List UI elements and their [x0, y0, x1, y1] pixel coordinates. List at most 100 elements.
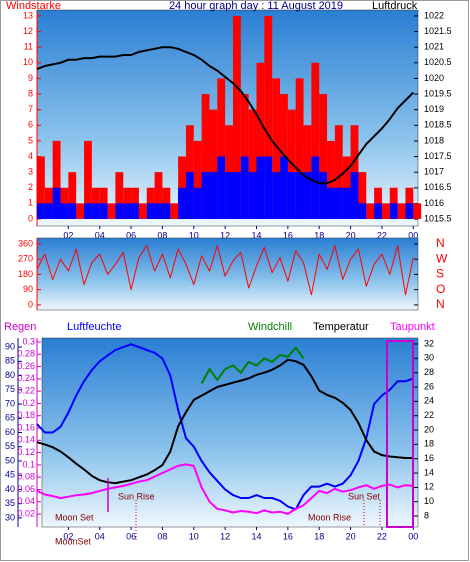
wind-bar	[84, 140, 92, 219]
x-tick-label: 04	[95, 531, 105, 541]
wind-bar	[225, 172, 233, 219]
wind-bar	[397, 203, 406, 219]
x-tick-label: 10	[189, 230, 199, 240]
x-tick-label: 18	[314, 230, 324, 240]
wind-bar	[170, 203, 179, 219]
wind-bar	[37, 156, 45, 219]
wind-bar	[272, 172, 281, 219]
series-line	[36, 463, 414, 515]
wind-bar	[256, 62, 265, 219]
y2-tick-label: 20	[424, 424, 434, 434]
y2-tick-label: 1016.5	[424, 182, 452, 192]
y2-tick-label: 1021	[424, 42, 444, 52]
wind-bar	[217, 78, 226, 219]
wind-bar	[76, 203, 85, 219]
annotation: Moon Rise	[308, 512, 351, 522]
y-tick-label: 45	[5, 470, 15, 480]
y2-tick-label: N	[436, 297, 445, 311]
y-tick-label: 0	[28, 299, 33, 309]
y-tick-label: 3	[28, 166, 33, 176]
x-tick-label: 06	[126, 531, 136, 541]
y-tick-label: 5	[28, 135, 33, 145]
x-tick-label: 04	[95, 230, 105, 240]
y3-tick-label: 0.06	[17, 484, 35, 494]
y3-tick-label: 0.28	[17, 349, 35, 359]
x-tick-label: 12	[220, 531, 230, 541]
wind-bar	[303, 172, 312, 219]
wind-bar	[99, 203, 108, 219]
y2-tick-label: 8	[424, 510, 429, 520]
y2-tick-label: 1017	[424, 167, 444, 177]
x-tick-label: 16	[283, 531, 293, 541]
y2-tick-label: 28	[424, 367, 434, 377]
y-tick-label: 50	[5, 455, 15, 465]
y-tick-label: 70	[5, 398, 15, 408]
x-tick-label: 18	[314, 531, 324, 541]
y3-axis-title: Regen	[4, 321, 36, 333]
y2-axis-title: Luftdruck	[372, 0, 418, 12]
y-tick-label: 6	[28, 120, 33, 130]
wind-bar	[52, 187, 61, 219]
wind-bar	[342, 187, 351, 219]
y2-tick-label: 1020.5	[424, 57, 452, 67]
wind-bar	[60, 203, 69, 219]
wind-bar	[185, 172, 194, 219]
wind-bar	[91, 203, 100, 219]
y-tick-label: 180	[18, 269, 33, 279]
y-tick-label: 35	[5, 498, 15, 508]
wind-bar	[201, 172, 210, 219]
wind-bar	[334, 125, 343, 219]
y-tick-label: 65	[5, 413, 15, 423]
wind-bar	[146, 203, 155, 219]
wind-bar	[272, 78, 281, 219]
x-tick-label: 08	[157, 230, 167, 240]
wind-bar	[84, 203, 92, 219]
annotation: Moon Set	[55, 512, 94, 522]
wind-bar	[178, 187, 186, 219]
y2-tick-label: 16	[424, 453, 434, 463]
y-tick-label: 1	[28, 198, 33, 208]
y-tick-label: 90	[23, 284, 33, 294]
y2-tick-label: 1017.5	[424, 151, 452, 161]
y2-tick-label: 1018.5	[424, 120, 452, 130]
wind-bar	[68, 172, 77, 219]
wind-bar	[389, 203, 398, 219]
series-line	[36, 358, 414, 485]
wind-bar	[107, 203, 116, 219]
annotation: MoonSet	[55, 536, 92, 546]
wind-bar	[374, 203, 382, 219]
y-tick-label: 9	[28, 73, 33, 83]
y3-tick-label: 0.08	[17, 472, 35, 482]
chart-title: 24 hour graph day : 11 August 2019	[169, 0, 343, 12]
wind-bar	[405, 203, 414, 219]
x-tick-label: 16	[283, 230, 293, 240]
wind-bar	[201, 94, 210, 219]
x-tick-label: 12	[220, 230, 230, 240]
y-tick-label: 80	[5, 370, 15, 380]
y3-tick-label: 0.18	[17, 410, 35, 420]
wind-bar	[193, 140, 202, 219]
wind-bar	[413, 203, 422, 219]
series-line	[200, 346, 305, 384]
plots: 0123456789101112131015.510161016.5101710…	[5, 9, 452, 546]
wind-bar	[295, 78, 304, 219]
y2-tick-label: 12	[424, 482, 434, 492]
y2-tick-label: 1018	[424, 135, 444, 145]
wind-bar	[232, 172, 241, 219]
plot-background	[36, 237, 419, 311]
wind-bar	[334, 187, 343, 219]
y-tick-label: 30	[5, 512, 15, 522]
legend-label: Windchill	[248, 321, 292, 333]
wind-bar	[319, 172, 328, 219]
x-tick-label: 06	[126, 230, 136, 240]
y2-tick-label: 22	[424, 410, 434, 420]
y2-tick-label: 1016	[424, 198, 444, 208]
y2-tick-label: N	[436, 236, 445, 250]
y2-tick-label: 1020	[424, 73, 444, 83]
y-tick-label: 75	[5, 384, 15, 394]
x-tick-label: 14	[251, 531, 261, 541]
y3-tick-label: 0.26	[17, 361, 35, 371]
y2-tick-label: S	[436, 267, 444, 281]
wind-bar	[44, 203, 53, 219]
y3-tick-label: 0.2	[22, 398, 35, 408]
